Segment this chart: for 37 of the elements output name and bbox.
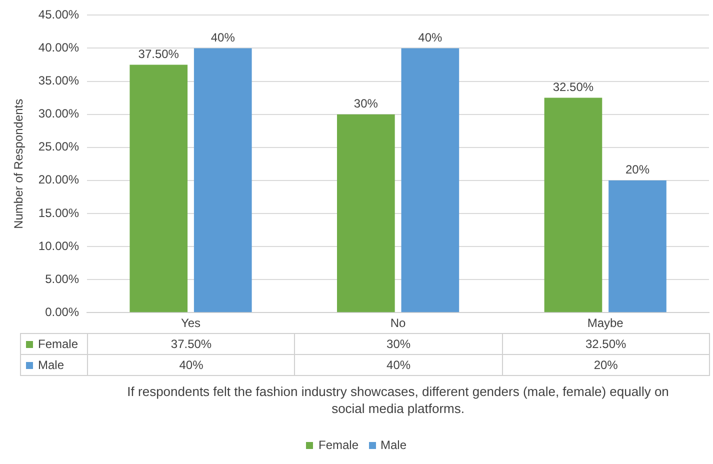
x-tick-label: No xyxy=(390,316,406,330)
text: 40% xyxy=(418,30,442,45)
data-label: 37.50% xyxy=(87,332,296,355)
y-tick-label: 15.00% xyxy=(38,206,80,220)
bar xyxy=(401,48,460,312)
text: 20% xyxy=(625,162,650,177)
data-label: 40% xyxy=(294,354,503,376)
x-axis-title: If respondents felt the fashion industry showcases, different genders (male, female) equally on social media platforms. xyxy=(126,382,670,417)
y-tick-label: 30.00% xyxy=(38,106,80,121)
legend-label: Male xyxy=(380,438,407,452)
legend-label: Female xyxy=(20,332,88,355)
y-tick-label: 35.00% xyxy=(38,74,80,88)
text: 30% xyxy=(354,96,378,111)
y-tick-label: 40.00% xyxy=(38,40,80,55)
text: 37.50% xyxy=(138,47,179,62)
data-label: 40% xyxy=(87,354,296,376)
bar xyxy=(130,64,188,312)
x-tick-label: Maybe xyxy=(587,316,624,330)
y-tick-label: 25.00% xyxy=(38,140,80,154)
y-tick-label: 20.00% xyxy=(38,172,80,187)
x-tick-label: Yes xyxy=(180,316,201,330)
data-label: 20% xyxy=(502,354,710,376)
bar xyxy=(544,98,602,312)
y-tick-label: 10.00% xyxy=(38,238,80,253)
bar xyxy=(337,114,395,312)
y-tick-label: 5.00% xyxy=(45,272,80,286)
text: Male xyxy=(38,358,64,372)
text: Female xyxy=(318,438,358,452)
bar xyxy=(608,180,666,312)
y-tick-label: 0.00% xyxy=(45,304,80,319)
y-axis-title: Number of Respondents xyxy=(12,98,26,229)
text: 32.50% xyxy=(552,80,594,94)
data-label: 30% xyxy=(294,332,503,355)
data-label: 32.50% xyxy=(502,332,710,355)
bar xyxy=(194,48,252,312)
text: 40% xyxy=(210,30,235,45)
y-tick-label: 45.00% xyxy=(38,8,80,22)
